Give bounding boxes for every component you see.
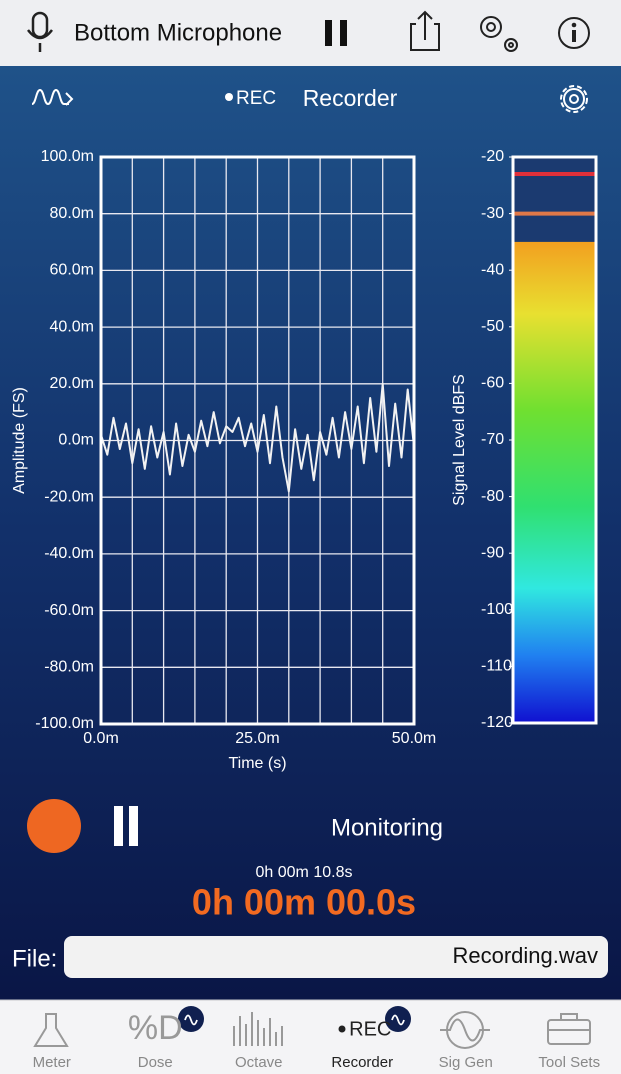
tab-label[interactable]: Octave: [235, 1054, 283, 1071]
tab-label[interactable]: Tool Sets: [538, 1054, 600, 1071]
tab-label[interactable]: Dose: [138, 1054, 173, 1071]
tab-bar: [0, 1000, 621, 1074]
recorded-time: 0h 00m 00.0s: [192, 882, 416, 923]
mode-label: Monitoring: [331, 814, 443, 841]
y-tick-label: 20.0m: [50, 375, 94, 392]
y-tick-label: -50: [481, 318, 504, 335]
y-tick-label: -90: [481, 544, 504, 561]
tab-label[interactable]: Sig Gen: [439, 1054, 493, 1071]
waveform-mode-icon[interactable]: [31, 88, 74, 106]
info-icon[interactable]: [558, 17, 590, 49]
y-tick-label: 80.0m: [50, 205, 94, 222]
tab-label[interactable]: Meter: [33, 1054, 71, 1071]
meter-tab-icon[interactable]: [33, 1013, 69, 1047]
file-label: File:: [12, 945, 57, 972]
y-tick-label: -40.0m: [44, 545, 94, 562]
y-tick-label: 0.0m: [58, 432, 94, 449]
tab-label[interactable]: Recorder: [331, 1054, 393, 1071]
meter-frame: [511, 155, 598, 725]
y-tick-label: -120: [481, 714, 513, 731]
y-tick-label: -20.0m: [44, 488, 94, 505]
y-tick-label: -110: [481, 658, 512, 675]
y-tick-label: -100.0m: [35, 715, 94, 732]
y-axis-label: Signal Level dBFS: [451, 374, 468, 506]
y-tick-label: -80: [481, 488, 504, 505]
file-name[interactable]: Recording.wav: [452, 943, 598, 968]
header-bar: [0, 0, 621, 66]
tab-icon-text: REC: [349, 1018, 391, 1040]
siggen-tab-icon[interactable]: [440, 1011, 490, 1049]
y-tick-label: 60.0m: [50, 262, 94, 279]
x-axis-label: Time (s): [228, 755, 286, 772]
y-tick-label: -70: [481, 431, 504, 448]
file-input[interactable]: [64, 936, 608, 978]
plot-frame: [99, 155, 416, 726]
rec-label: REC: [236, 88, 276, 109]
x-tick-label: 50.0m: [392, 730, 436, 747]
dose-badge: [178, 1006, 204, 1032]
record-button[interactable]: [27, 799, 81, 853]
recorder-badge: [385, 1006, 411, 1032]
y-tick-label: -40: [481, 261, 504, 278]
y-tick-label: 40.0m: [50, 318, 94, 335]
octave-tab-icon[interactable]: [233, 1012, 283, 1046]
rec-tab-dot: [338, 1025, 346, 1033]
y-tick-label: -80.0m: [44, 659, 94, 676]
y-axis-label: Amplitude (FS): [11, 387, 28, 494]
level-bar: [513, 241, 596, 723]
x-tick-label: 0.0m: [83, 730, 119, 747]
y-tick-label: 100.0m: [41, 148, 94, 165]
waveform-line: [100, 382, 415, 493]
pause-button[interactable]: [325, 20, 347, 46]
y-tick-label: -20: [481, 148, 504, 165]
mic-icon[interactable]: [27, 11, 53, 52]
y-tick-label: -60.0m: [44, 602, 94, 619]
share-icon[interactable]: [410, 10, 440, 51]
toolsets-tab-icon[interactable]: [547, 1013, 591, 1045]
toolbar-title: Recorder: [303, 85, 398, 111]
tab-icon-text: %D: [128, 1009, 183, 1047]
rec-dot: [225, 93, 233, 101]
y-tick-label: -60: [481, 375, 504, 392]
settings-icon[interactable]: [480, 16, 518, 52]
recorder-settings-icon[interactable]: [560, 85, 588, 113]
x-tick-label: 25.0m: [235, 730, 279, 747]
header-title: Bottom Microphone: [74, 19, 282, 46]
elapsed-time: 0h 00m 10.8s: [256, 864, 353, 881]
pause-record-button[interactable]: [114, 806, 138, 846]
y-tick-label: -100: [481, 601, 513, 618]
y-tick-label: -30: [481, 205, 504, 222]
